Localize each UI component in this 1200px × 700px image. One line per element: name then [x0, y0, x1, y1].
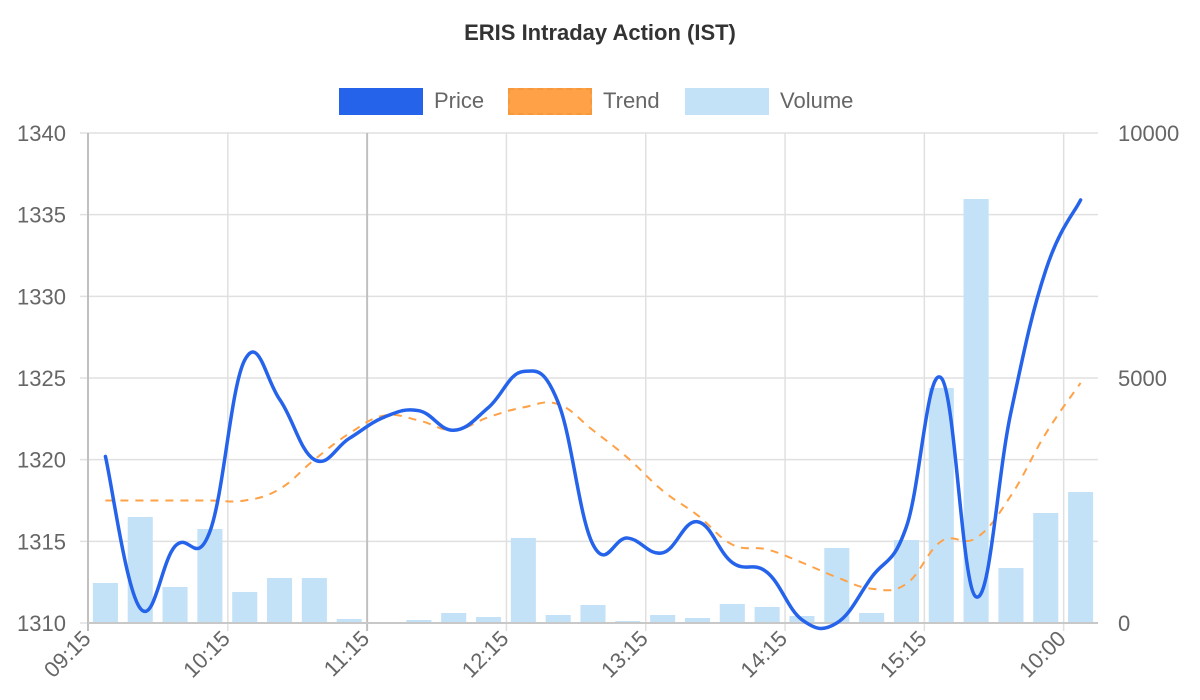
y-tick-label-left: 1315 — [17, 529, 66, 554]
y-tick-label-right: 10000 — [1118, 121, 1179, 146]
y-tick-label-right: 0 — [1118, 611, 1130, 636]
volume-bar — [301, 578, 327, 623]
x-tick-label: 14:15 — [735, 626, 792, 683]
volume-bar — [928, 387, 954, 623]
volume-bar — [406, 620, 432, 623]
volume-bar — [580, 605, 606, 623]
y-axis-right: 0 5000 10000 — [1118, 121, 1179, 636]
volume-bar — [1068, 492, 1094, 623]
volume-bar — [267, 578, 293, 623]
volume-bar — [963, 199, 989, 624]
y-tick-label-right: 5000 — [1118, 366, 1167, 391]
volume-bar — [475, 617, 502, 623]
price-line — [103, 198, 1083, 631]
volume-bars — [92, 199, 1094, 624]
x-tick-label: 15:15 — [875, 626, 932, 683]
legend: Price Trend Volume — [0, 87, 1200, 115]
y-axis-left: 1310 1315 1320 1325 1330 1335 1340 — [17, 121, 66, 636]
legend-label-volume: Volume — [780, 88, 854, 113]
volume-bar — [650, 615, 676, 623]
volume-bar — [510, 537, 536, 623]
y-tick-label-left: 1320 — [17, 448, 66, 473]
volume-bar — [893, 539, 919, 623]
y-tick-label-left: 1335 — [17, 203, 66, 228]
legend-label-trend: Trend — [603, 88, 660, 113]
volume-bar — [336, 618, 362, 623]
volume-bar — [162, 586, 188, 623]
volume-bar — [92, 583, 118, 623]
legend-swatch-volume-icon — [685, 87, 769, 115]
volume-bar — [232, 591, 258, 623]
volume-bar — [859, 613, 885, 623]
x-tick-label: 11:15 — [319, 626, 374, 681]
volume-bar — [615, 620, 641, 623]
legend-swatch-trend-icon — [508, 87, 592, 115]
chart-title: ERIS Intraday Action (IST) — [464, 20, 736, 45]
x-tick-label: 12:15 — [457, 626, 514, 683]
legend-label-price: Price — [434, 88, 485, 113]
legend-item-price[interactable]: Price — [339, 87, 484, 115]
volume-bar — [754, 606, 780, 623]
volume-bar — [1033, 512, 1059, 623]
volume-bar — [719, 603, 745, 623]
x-axis: 09:15 10:15 11:15 12:15 13:15 14:15 15:15 10:00 — [39, 626, 1071, 683]
legend-item-trend[interactable]: Trend — [508, 87, 660, 115]
volume-bar — [197, 529, 223, 623]
y-tick-label-left: 1340 — [17, 121, 66, 146]
y-tick-label-left: 1310 — [17, 611, 66, 636]
x-tick-label: 10:15 — [178, 626, 235, 683]
x-tick-label: 13:15 — [596, 626, 653, 683]
legend-swatch-price-icon — [339, 87, 423, 115]
volume-bar — [824, 547, 850, 623]
trend-line — [105, 382, 1082, 592]
volume-bar — [545, 615, 571, 623]
volume-bar — [684, 618, 711, 623]
x-tick-label: 10:00 — [1014, 626, 1071, 683]
volume-bar — [998, 568, 1024, 623]
y-tick-label-left: 1325 — [17, 366, 66, 391]
volume-bar — [441, 613, 467, 623]
legend-item-volume[interactable]: Volume — [685, 87, 853, 115]
y-tick-label-left: 1330 — [17, 284, 66, 309]
